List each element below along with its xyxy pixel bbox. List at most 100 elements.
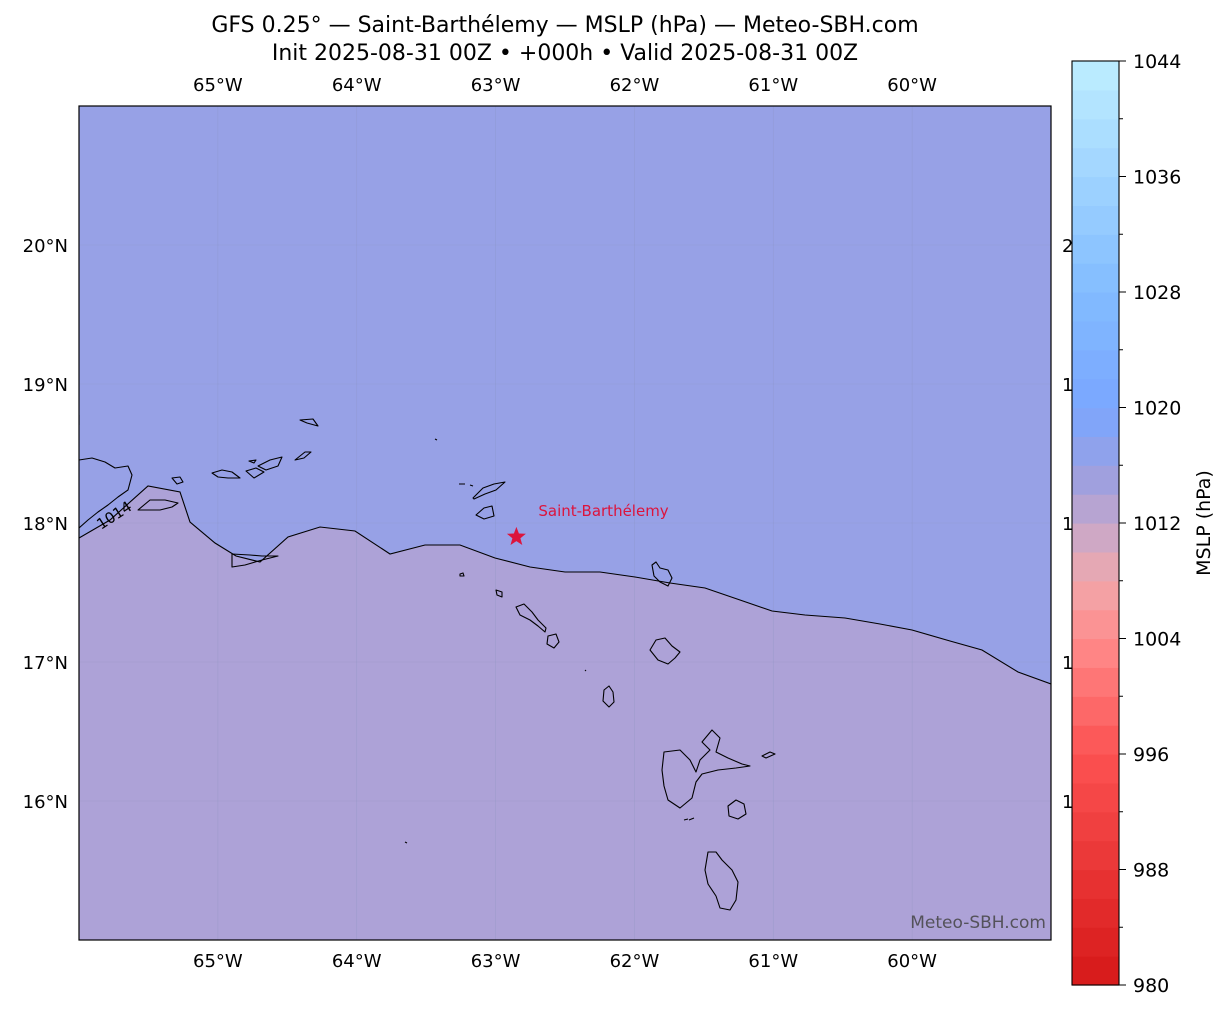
coastlines [79, 415, 776, 911]
graticule [79, 106, 1051, 940]
isobar-1014 [79, 485, 1051, 685]
coast-dominica [704, 851, 739, 911]
coast-hispaniola [79, 415, 133, 529]
colorbar-swatch [1072, 551, 1119, 582]
coast-st-kitts-nevis [515, 603, 547, 633]
colorbar-swatch [1072, 292, 1119, 322]
colorbar-tick-label: 1044 [1133, 51, 1181, 73]
coast-culebra [245, 467, 265, 479]
map-frame [78, 105, 1052, 941]
lat-ticks: 20°N 19°N 18°N 17°N 16°N [23, 236, 68, 813]
colorbar-swatch [1072, 320, 1119, 351]
coast-st-eustatius [495, 589, 503, 598]
coast-st-martin [475, 505, 495, 520]
lon-tick-label-top: 65°W [193, 75, 243, 96]
lon-tick-label-bottom: 62°W [610, 951, 660, 972]
coast-anguilla [459, 481, 506, 500]
colorbar-swatch [1072, 523, 1119, 553]
colorbar-swatch [1072, 898, 1119, 928]
coast-les-saintes [683, 817, 695, 821]
map-area: 1014 [79, 106, 1051, 940]
colorbar-swatch [1072, 754, 1119, 784]
lon-tick-label-top: 63°W [471, 75, 521, 96]
coast-guadeloupe [661, 729, 751, 809]
coast-nevis [546, 633, 560, 649]
colorbar-swatch [1072, 61, 1119, 91]
coast-mona-island [171, 476, 184, 485]
coast-st-thomas [248, 459, 257, 464]
lon-tick-label-top: 62°W [610, 75, 660, 96]
colorbar-swatch [1072, 696, 1119, 726]
coast-bvi [294, 451, 312, 461]
chart-title: GFS 0.25° — Saint-Barthélemy — MSLP (hPa… [211, 13, 919, 38]
lon-ticks: 65°W 65°W 64°W 64°W 63°W 63°W 62°W 62°W 61°W 61°W… [193, 75, 937, 972]
colorbar-swatch [1072, 811, 1119, 842]
colorbar-swatch [1072, 349, 1119, 380]
location-star-icon [506, 526, 526, 545]
lon-tick-label-bottom: 61°W [748, 951, 798, 972]
colorbar-swatch [1072, 205, 1119, 235]
lon-tick-label-top: 60°W [887, 75, 937, 96]
coast-sombrero [434, 438, 438, 441]
colorbar-tick-label: 1012 [1133, 513, 1181, 535]
coast-redonda [584, 669, 587, 672]
location-marker: Saint-Barthélemy [506, 502, 669, 545]
coast-saba [459, 572, 465, 577]
colorbar-swatch [1072, 263, 1119, 293]
colorbar-swatch [1072, 638, 1119, 668]
colorbar-swatch [1072, 118, 1119, 149]
colorbar-tick-label: 1020 [1133, 398, 1181, 420]
colorbar-swatch [1072, 407, 1119, 437]
coast-puerto-rico [137, 499, 179, 511]
colorbar-swatch [1072, 176, 1119, 206]
colorbar-swatch [1072, 609, 1119, 640]
colorbar: 1044 1036 1028 1020 1012 1004 996 988 980 [1071, 51, 1181, 997]
lon-tick-label-top: 61°W [748, 75, 798, 96]
colorbar-swatch [1072, 840, 1119, 871]
colorbar-swatch [1072, 927, 1119, 957]
colorbar-swatch [1072, 436, 1119, 466]
colorbar-swatch [1072, 147, 1119, 178]
colorbar-swatch [1072, 956, 1119, 986]
colorbar-label: MSLP (hPa) [1193, 470, 1215, 576]
colorbar-swatch [1072, 378, 1119, 409]
lat-tick-label: 17°N [23, 653, 68, 674]
coast-anegada [299, 418, 319, 427]
coast-barbuda [651, 561, 673, 587]
colorbar-swatch [1072, 465, 1119, 495]
coast-antigua [649, 637, 681, 665]
colorbar-tick-label: 1036 [1133, 167, 1181, 189]
colorbar-swatch [1072, 782, 1119, 813]
lat-tick-label: 16°N [23, 792, 68, 813]
colorbar-swatch [1072, 725, 1119, 755]
colorbar-swatch [1072, 494, 1119, 524]
location-label: Saint-Barthélemy [538, 502, 668, 520]
colorbar-swatch [1072, 667, 1119, 697]
watermark: Meteo-SBH.com [910, 913, 1046, 933]
coast-us-virgin-islands [257, 456, 283, 471]
lon-tick-label-bottom: 60°W [887, 951, 937, 972]
coast-aves-island [404, 841, 408, 844]
colorbar-swatch [1072, 580, 1119, 611]
lon-tick-label-bottom: 63°W [471, 951, 521, 972]
colorbar-swatch [1072, 89, 1119, 120]
chart-subtitle: Init 2025-08-31 00Z • +000h • Valid 2025… [271, 41, 859, 66]
colorbar-tick-label: 996 [1133, 744, 1169, 766]
lat-tick-label: 19°N [23, 375, 68, 396]
lat-tick-label: 20°N [23, 236, 68, 257]
colorbar-tick-label: 980 [1133, 975, 1169, 997]
colorbar-swatch [1072, 869, 1119, 899]
lon-tick-label-bottom: 65°W [193, 951, 243, 972]
lon-tick-label-top: 64°W [332, 75, 382, 96]
pressure-fill-low [79, 486, 1051, 940]
lat-tick-label: 18°N [23, 514, 68, 535]
coast-marie-galante [727, 799, 747, 820]
coast-la-desirade [761, 751, 776, 759]
lon-tick-label-bottom: 64°W [332, 951, 382, 972]
colorbar-swatch [1072, 234, 1119, 264]
coast-vieques [211, 469, 241, 479]
colorbar-tick-label: 1028 [1133, 282, 1181, 304]
colorbar-tick-label: 1004 [1133, 629, 1181, 651]
coast-st-croix [231, 553, 279, 568]
